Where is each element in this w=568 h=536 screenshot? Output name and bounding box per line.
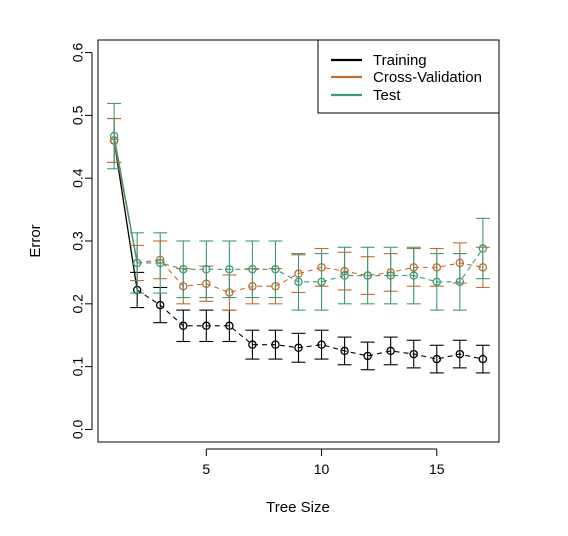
data-point	[155, 258, 165, 268]
plot-frame	[97, 39, 500, 443]
data-point	[317, 277, 326, 287]
data-point	[225, 265, 234, 274]
series-line	[137, 259, 483, 294]
legend-label-test: Test	[373, 87, 401, 104]
y-tick-label: 0.5	[70, 105, 86, 125]
data-point	[132, 258, 142, 268]
data-point	[432, 354, 442, 364]
x-axis-title: Tree Size	[266, 499, 330, 516]
data-point	[478, 244, 488, 253]
y-tick-label: 0.3	[70, 231, 86, 251]
x-tick-label: 10	[314, 461, 330, 477]
y-tick-label: 0.6	[70, 43, 86, 63]
data-point	[340, 271, 349, 280]
data-point	[478, 354, 488, 364]
y-tick-label: 0.4	[70, 168, 86, 188]
data-point	[317, 340, 326, 349]
data-point	[409, 349, 418, 359]
y-axis-title: Error	[27, 224, 44, 257]
axes-layer: 0.0 0.1 0.2 0.3 0.4 0.5 0.6 5 10 15	[70, 43, 445, 477]
legend: Training Cross-Validation Test	[317, 39, 500, 114]
x-tick-label: 15	[429, 461, 445, 477]
data-point	[155, 300, 165, 310]
data-point	[179, 265, 188, 274]
data-point	[202, 265, 211, 274]
series-layer	[107, 102, 490, 374]
series-training	[107, 117, 490, 374]
y-tick-label: 0.2	[70, 294, 86, 314]
data-point	[340, 346, 349, 356]
data-point	[386, 346, 395, 356]
data-point	[248, 265, 257, 274]
data-point	[202, 321, 211, 331]
data-point	[271, 265, 280, 274]
series-test	[107, 102, 490, 311]
series-line-first-segment	[113, 135, 138, 264]
series-line	[136, 289, 483, 360]
y-tick-label: 0.1	[70, 357, 86, 377]
y-tick-label: 0.0	[70, 419, 86, 439]
data-point	[179, 321, 188, 331]
series-line	[137, 248, 484, 283]
data-point	[455, 349, 465, 359]
data-point	[294, 343, 303, 353]
x-tick-label: 5	[202, 461, 210, 477]
data-point	[248, 340, 257, 349]
data-point	[363, 351, 372, 361]
data-point	[294, 277, 303, 287]
legend-label-training: Training	[373, 52, 427, 69]
legend-label-cross-validation: Cross-Validation	[373, 69, 482, 86]
series-line-first-segment	[113, 140, 138, 291]
data-point	[386, 271, 395, 280]
data-point	[455, 277, 465, 287]
data-point	[271, 340, 280, 349]
data-point	[363, 271, 372, 280]
data-point	[409, 271, 418, 280]
data-point	[432, 277, 442, 287]
data-point	[109, 131, 119, 141]
data-point	[225, 321, 234, 331]
